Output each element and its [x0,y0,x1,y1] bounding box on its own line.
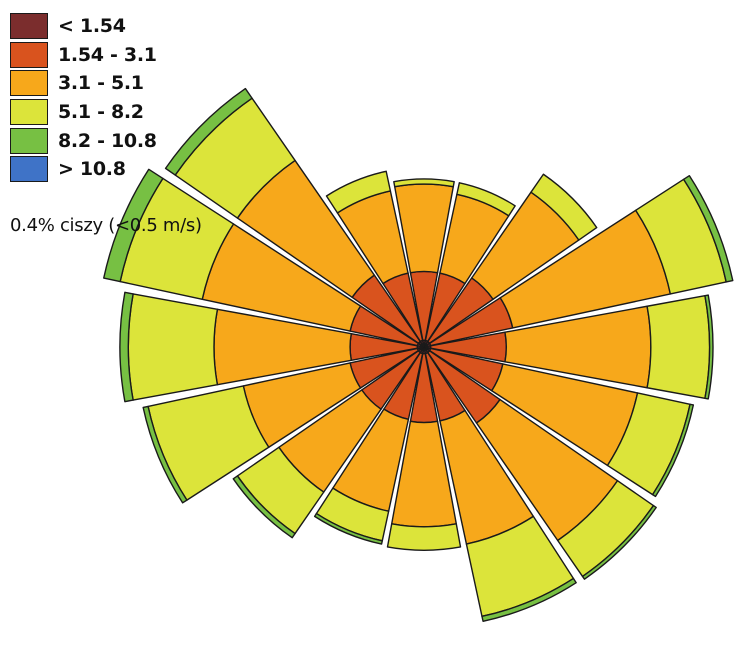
legend-item-1: 1.54 - 3.1 [10,41,157,70]
rose-segment-dir-6-bin-4 [581,504,657,580]
legend-label: > 10.8 [58,158,126,181]
legend-item-0: < 1.54 [10,12,157,41]
legend-label: 3.1 - 5.1 [58,72,144,95]
rose-segment-dir-9-bin-4 [313,512,383,545]
legend-label: 8.2 - 10.8 [58,129,157,152]
legend-item-3: 5.1 - 8.2 [10,98,157,127]
rose-segment-dir-0-bin-3 [393,178,455,188]
legend-swatch [10,13,48,40]
legend-swatch [10,70,48,97]
rose-segment-dir-1-bin-3 [456,182,516,217]
rose-segment-dir-8-bin-3 [386,523,462,551]
rose-segment-dir-13-bin-4 [103,168,164,283]
rose-segment-dir-15-bin-3 [325,170,392,214]
rose-segment-dir-10-bin-4 [232,475,296,539]
legend-label: 5.1 - 8.2 [58,101,144,124]
legend-item-2: 3.1 - 5.1 [10,69,157,98]
calm-note: 0.4% ciszy (<0.5 m/s) [10,215,202,236]
legend: < 1.54 1.54 - 3.1 3.1 - 5.1 5.1 - 8.2 8.… [10,12,157,184]
rose-segment-dir-11-bin-4 [142,405,188,504]
legend-swatch [10,99,48,126]
legend-item-4: 8.2 - 10.8 [10,126,157,155]
rose-segment-dir-7-bin-4 [481,577,577,622]
legend-label: < 1.54 [58,15,126,38]
legend-swatch [10,156,48,183]
rose-segment-dir-5-bin-4 [651,403,695,498]
rose-segment-dir-4-bin-4 [704,294,714,400]
rose-segment-dir-14-bin-4 [164,87,253,176]
legend-swatch [10,127,48,154]
rose-segment-dir-12-bin-3 [127,293,219,401]
rose-segment-dir-4-bin-3 [646,294,711,400]
legend-item-5: > 10.8 [10,155,157,184]
legend-label: 1.54 - 3.1 [58,43,157,66]
rose-segment-dir-12-bin-4 [119,291,134,403]
legend-swatch [10,41,48,68]
rose-segment-dir-3-bin-4 [682,174,734,283]
rose-segment-dir-2-bin-3 [530,173,598,241]
